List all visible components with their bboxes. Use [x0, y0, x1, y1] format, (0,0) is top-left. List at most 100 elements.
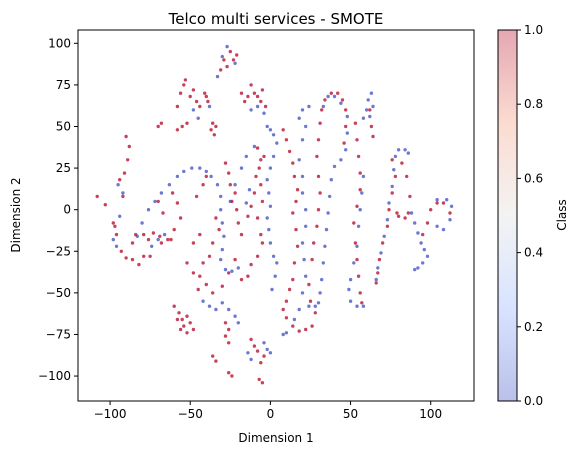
data-point-class-1 [429, 208, 433, 212]
data-point-class-1 [178, 91, 183, 95]
data-point-class-1 [172, 227, 176, 232]
data-point-class-1 [252, 191, 257, 195]
data-point-class-1 [405, 174, 409, 179]
data-point-class-1 [307, 282, 311, 287]
data-point-class-1 [448, 211, 452, 215]
data-point-class-0 [307, 304, 311, 308]
data-point-class-0 [348, 277, 353, 282]
data-point-class-1 [255, 349, 260, 353]
data-point-class-1 [441, 201, 446, 205]
data-point-class-0 [361, 116, 366, 120]
data-point-class-0 [281, 332, 285, 337]
data-point-class-1 [252, 344, 257, 348]
data-point-class-0 [262, 341, 266, 345]
data-point-class-0 [268, 166, 273, 170]
data-point-class-1 [255, 216, 260, 220]
data-point-class-0 [304, 208, 308, 212]
data-point-class-1 [371, 134, 375, 139]
data-point-class-1 [178, 327, 183, 332]
data-point-class-0 [207, 104, 212, 109]
data-point-class-0 [220, 247, 224, 252]
data-point-class-1 [259, 361, 263, 365]
data-point-class-1 [239, 91, 244, 95]
data-point-class-0 [249, 357, 253, 362]
data-point-class-0 [416, 231, 420, 235]
data-point-class-1 [281, 128, 285, 132]
data-point-class-1 [421, 232, 425, 237]
data-point-class-0 [175, 174, 180, 179]
data-point-class-0 [419, 241, 423, 245]
data-point-class-1 [166, 237, 170, 242]
data-point-class-1 [227, 341, 231, 345]
data-point-class-1 [180, 317, 184, 322]
data-point-class-1 [292, 261, 297, 265]
data-point-class-0 [215, 74, 220, 79]
data-point-class-1 [103, 203, 108, 207]
chart-title: Telco multi services - SMOTE [168, 10, 384, 28]
data-point-class-0 [352, 261, 356, 265]
data-point-class-1 [263, 104, 268, 109]
data-point-class-0 [233, 314, 237, 318]
data-point-class-1 [304, 327, 308, 332]
data-point-class-0 [268, 204, 273, 208]
data-point-class-1 [161, 211, 165, 215]
data-point-class-0 [233, 61, 237, 65]
data-point-class-0 [393, 154, 398, 159]
data-point-class-1 [396, 214, 401, 218]
data-point-class-0 [265, 216, 269, 220]
data-point-class-1 [198, 104, 202, 109]
data-point-class-1 [255, 146, 260, 150]
data-point-class-1 [344, 124, 348, 129]
data-point-class-1 [400, 161, 404, 165]
data-point-class-1 [315, 224, 319, 228]
data-point-class-1 [292, 174, 297, 179]
data-point-class-1 [235, 208, 239, 212]
data-point-class-0 [247, 188, 252, 192]
data-point-class-0 [355, 304, 359, 308]
data-point-class-1 [308, 299, 313, 303]
data-point-class-1 [142, 232, 146, 237]
data-point-class-1 [342, 141, 346, 145]
data-point-class-1 [390, 158, 394, 162]
data-point-class-1 [284, 299, 289, 303]
data-point-class-0 [300, 108, 305, 112]
data-point-class-1 [124, 256, 128, 260]
data-point-class-0 [265, 178, 269, 182]
data-point-class-0 [209, 174, 213, 179]
data-point-class-0 [268, 241, 273, 245]
y-axis: −100 −75 −50 −25 0 25 50 75 100 [38, 36, 78, 383]
data-point-class-1 [175, 104, 180, 109]
y-tick-label: 50 [56, 119, 71, 133]
data-point-class-1 [204, 174, 208, 179]
data-point-class-0 [406, 151, 410, 155]
data-point-class-1 [356, 154, 361, 159]
data-point-class-1 [137, 262, 141, 267]
data-point-class-0 [182, 169, 186, 174]
data-point-class-1 [230, 374, 234, 378]
data-point-class-1 [156, 124, 160, 129]
data-point-class-0 [307, 104, 311, 109]
colorbar [497, 29, 518, 402]
data-point-class-1 [262, 354, 266, 358]
data-point-class-1 [425, 221, 430, 225]
data-point-class-0 [225, 44, 229, 49]
data-point-class-0 [329, 178, 333, 182]
data-point-class-1 [297, 329, 301, 333]
x-axis: −100 −50 0 50 100 [94, 401, 442, 421]
data-point-class-1 [223, 334, 228, 338]
data-point-class-1 [182, 83, 186, 87]
data-point-class-0 [292, 317, 297, 322]
data-point-class-1 [223, 161, 228, 165]
data-point-class-0 [387, 201, 391, 205]
data-point-class-1 [201, 183, 205, 187]
data-point-class-0 [239, 166, 244, 170]
data-point-class-0 [328, 194, 332, 199]
data-point-class-1 [252, 91, 257, 95]
data-point-class-0 [219, 194, 223, 199]
data-point-class-1 [130, 257, 135, 262]
data-point-class-0 [347, 287, 351, 292]
data-point-class-1 [313, 311, 317, 315]
data-point-class-0 [262, 111, 266, 115]
data-point-class-1 [156, 199, 160, 204]
data-point-class-0 [304, 274, 308, 278]
